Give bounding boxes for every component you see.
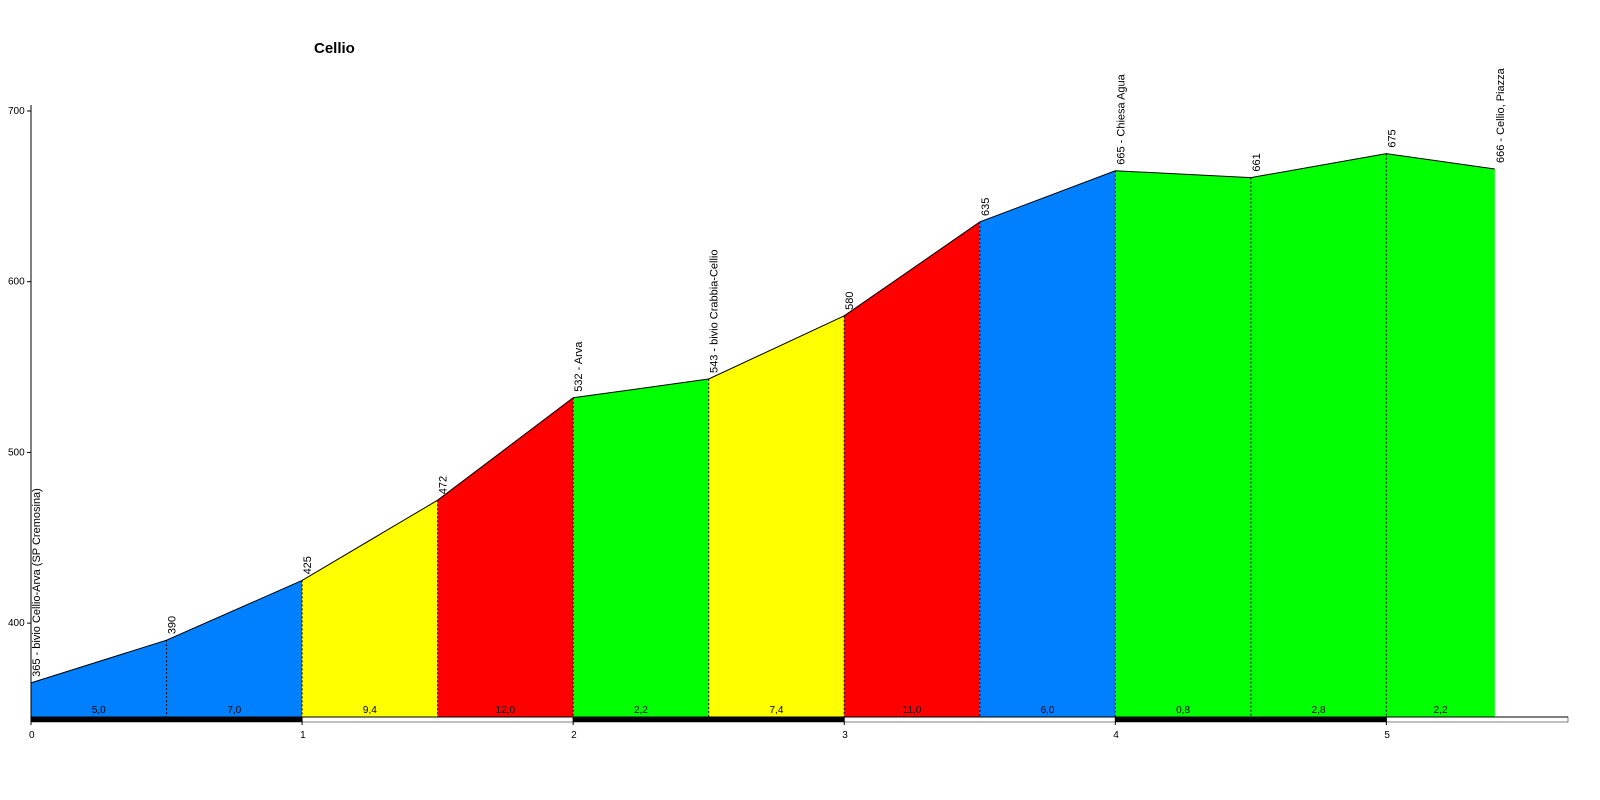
segment-area — [1386, 153, 1495, 718]
x-tick-label: 1 — [300, 730, 306, 741]
gradient-label: 9,4 — [363, 705, 377, 716]
distance-stripe — [843, 716, 1116, 723]
x-tick-label: 2 — [571, 730, 577, 741]
y-tick-label: 700 — [8, 106, 25, 117]
point-label: 543 - bivio Crabbia-Cellio — [709, 249, 721, 373]
segment-area — [1250, 153, 1387, 718]
x-tick-label: 4 — [1113, 730, 1119, 741]
segment-area — [1115, 170, 1251, 718]
segment-area — [437, 397, 574, 717]
gradient-label: 12,0 — [496, 705, 516, 716]
x-tick-label: 0 — [29, 730, 35, 741]
segment-area — [573, 379, 709, 717]
gradient-label: 2,2 — [634, 705, 648, 716]
point-label: 365 - bivio Cellio-Arva (SP Cremosina) — [31, 488, 43, 677]
gradient-label: 2,8 — [1312, 705, 1326, 716]
point-label: 532 - Arva — [573, 341, 585, 392]
point-label: 661 — [1251, 153, 1263, 171]
gradient-label: 6,0 — [1041, 705, 1055, 716]
gradient-label: 5,0 — [92, 705, 106, 716]
point-label: 580 — [844, 291, 856, 309]
gradient-label: 7,0 — [227, 705, 241, 716]
point-label: 472 — [438, 476, 450, 494]
distance-stripe — [301, 716, 574, 723]
x-tick-label: 3 — [842, 730, 848, 741]
segment-area — [844, 221, 980, 717]
chart-title: Cellio — [314, 40, 355, 57]
segment-area — [31, 640, 167, 717]
point-label: 675 — [1386, 129, 1398, 147]
segment-area — [166, 580, 303, 717]
gradient-label: 7,4 — [770, 705, 784, 716]
point-label: 390 — [167, 616, 179, 634]
gradient-label: 2,2 — [1434, 705, 1448, 716]
point-label: 666 - Cellio, Piazza — [1495, 67, 1507, 163]
point-label: 665 - Chiesa Agua — [1115, 73, 1127, 164]
distance-stripe — [1115, 716, 1387, 723]
profile-line — [30, 153, 1495, 684]
segment-area — [302, 500, 438, 717]
y-tick-label: 400 — [8, 618, 25, 629]
point-label: 425 — [302, 556, 314, 574]
distance-stripe — [572, 716, 845, 723]
point-label: 635 — [980, 198, 992, 216]
x-tick-label: 5 — [1384, 730, 1390, 741]
segment-area — [979, 170, 1116, 718]
segment-area — [708, 315, 845, 717]
gradient-label: 11,0 — [903, 705, 922, 716]
distance-stripe — [1386, 716, 1569, 723]
y-tick-label: 500 — [8, 447, 25, 458]
distance-stripe — [30, 716, 303, 723]
gradient-label: 0,8 — [1176, 705, 1190, 716]
y-tick-label: 600 — [8, 277, 25, 288]
